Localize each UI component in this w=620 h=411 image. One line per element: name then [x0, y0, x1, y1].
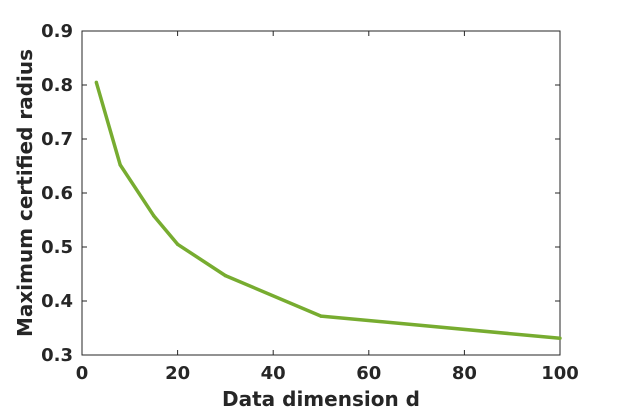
data-point [118, 163, 122, 167]
data-point [175, 242, 180, 246]
y-tick-label: 0.7 [41, 129, 73, 150]
data-point [319, 314, 323, 318]
ticks-layer: 0 20 40 60 80 100 0.3 0.4 0.5 0.6 0.7 0.8 0.9 [41, 21, 579, 384]
data-point [94, 80, 99, 85]
series-layer [94, 80, 562, 341]
x-tick-label: 0 [76, 363, 89, 384]
x-tick-label: 40 [261, 363, 286, 384]
y-axis-label: Maximum certified radius [13, 49, 37, 337]
x-tick-label: 20 [165, 363, 190, 384]
x-tick-label: 80 [452, 363, 477, 384]
data-point [558, 336, 562, 340]
x-axis-label: Data dimension d [222, 387, 420, 411]
y-tick-label: 0.4 [41, 291, 73, 312]
x-tick-label: 60 [356, 363, 381, 384]
y-tick-label: 0.6 [41, 183, 73, 204]
x-tick-label: 100 [541, 363, 579, 384]
data-point [223, 273, 228, 278]
y-tick-label: 0.5 [41, 237, 73, 258]
data-point [152, 213, 156, 218]
y-tick-label: 0.8 [41, 75, 73, 96]
y-tick-label: 0.3 [41, 345, 73, 366]
y-tick-label: 0.9 [41, 21, 73, 42]
plot-area [81, 30, 561, 356]
